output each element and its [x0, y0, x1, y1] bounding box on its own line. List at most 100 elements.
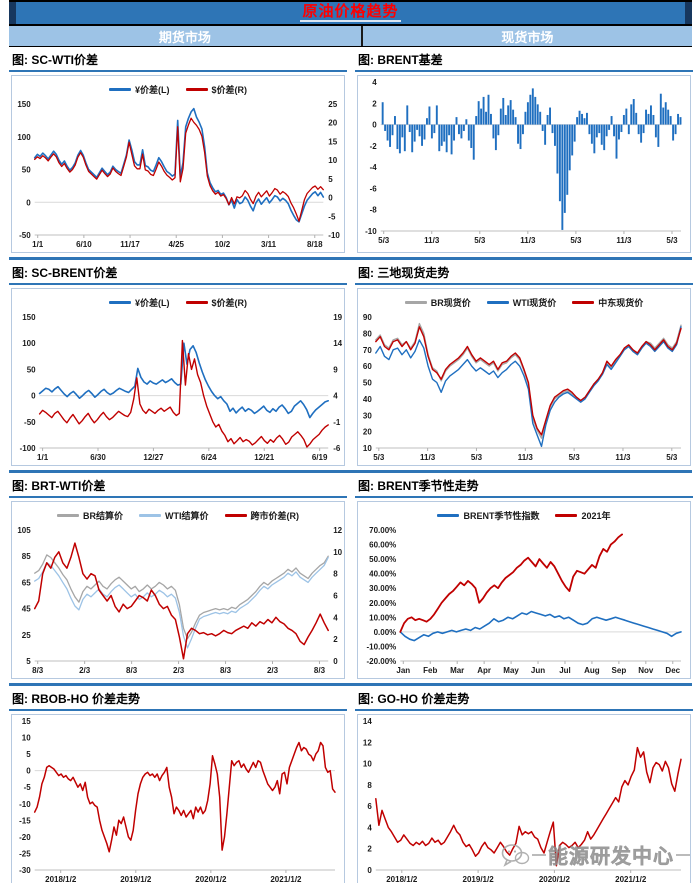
svg-text:40: 40: [363, 395, 372, 404]
title-bar-left-cap: [9, 2, 16, 24]
svg-text:50: 50: [27, 365, 36, 374]
svg-text:5/3: 5/3: [569, 453, 581, 462]
legend-line-swatch: [139, 513, 161, 517]
svg-text:Aug: Aug: [584, 666, 600, 675]
svg-text:40.00%: 40.00%: [369, 570, 396, 579]
svg-text:11/3: 11/3: [615, 453, 631, 462]
svg-text:Jan: Jan: [396, 666, 410, 675]
chart-legend: BRENT季节性指数 2021年: [358, 502, 690, 524]
legend-item: WTI现货价: [486, 296, 556, 309]
legend-item: $价差(R): [185, 83, 248, 96]
svg-text:11/17: 11/17: [120, 240, 140, 249]
chart-plot: 70.00% 60.00% 50.00% 40.00% 30.00% 20.00% 10.0…: [367, 526, 682, 675]
svg-text:6/24: 6/24: [201, 453, 217, 462]
chart-plot: 150 100 50 0 -50 -100 19 14 9 4 -1 -6 1/1 6/30 12/27 6/…: [20, 313, 343, 462]
svg-text:-4: -4: [370, 163, 378, 172]
svg-text:Sep: Sep: [612, 666, 627, 675]
svg-text:100: 100: [22, 339, 36, 348]
chart-cell-3: 图: SC-BRENT价差 ¥价差(L) $价差(R) 150 100 50 0 -50 -10…: [9, 261, 347, 468]
svg-text:-10: -10: [19, 800, 31, 809]
svg-text:-6: -6: [333, 444, 341, 453]
page-title: 原油价格趋势: [300, 3, 401, 22]
chart-title: 图: SC-BRENT价差: [9, 261, 347, 285]
svg-text:Mar: Mar: [450, 666, 464, 675]
svg-text:50: 50: [22, 166, 31, 175]
svg-text:-10: -10: [365, 227, 377, 236]
chart-cell-2: 图: BRENT基差 4 2 0 -2 -4 -6 -8 -10 5/3 11/3 5/3 11/3 5/…: [355, 48, 693, 255]
legend-line-swatch: [109, 87, 131, 91]
legend-line-swatch: [572, 300, 595, 304]
svg-text:2: 2: [367, 845, 372, 854]
svg-text:2: 2: [333, 635, 338, 644]
legend-item: 跨市价差(R): [224, 509, 300, 522]
svg-text:-6: -6: [370, 184, 378, 193]
legend-item: WTI结算价: [139, 509, 209, 522]
chart-legend: BR现货价 WTI现货价 中东现货价: [358, 289, 690, 311]
chart-row-1: 图: SC-WTI价差 ¥价差(L) $价差(R) 150 100 50 0 -50 25 20 1…: [9, 47, 693, 260]
legend-line-swatch: [185, 87, 208, 91]
svg-text:-10.00%: -10.00%: [367, 642, 397, 651]
legend-label: 2021年: [581, 510, 611, 521]
svg-text:12/21: 12/21: [254, 453, 275, 462]
svg-text:8: 8: [333, 570, 338, 579]
chart-panel: BRENT季节性指数 2021年 70.00% 60.00% 50.00% 40.00% 3…: [357, 501, 691, 679]
svg-text:70: 70: [363, 346, 372, 355]
svg-text:1/1: 1/1: [32, 240, 44, 249]
svg-text:0: 0: [367, 866, 372, 875]
svg-text:11/3: 11/3: [616, 236, 632, 245]
svg-text:3/11: 3/11: [261, 240, 277, 249]
svg-text:1/1: 1/1: [37, 453, 49, 462]
svg-text:2018/1/2: 2018/1/2: [386, 875, 418, 883]
legend-item: 中东现货价: [572, 296, 643, 309]
column-header-row: 期货市场 现货市场: [9, 26, 692, 47]
svg-text:4/25: 4/25: [168, 240, 184, 249]
svg-text:Jul: Jul: [559, 666, 571, 675]
svg-text:15: 15: [22, 717, 31, 726]
column-header-futures: 期货市场: [9, 26, 363, 46]
svg-text:-1: -1: [333, 418, 341, 427]
svg-text:10: 10: [22, 734, 31, 743]
legend-label: BR结算价: [83, 510, 123, 521]
legend-line-swatch: [224, 513, 247, 517]
title-bar-right-cap: [685, 2, 692, 24]
chart-row-2: 图: SC-BRENT价差 ¥价差(L) $价差(R) 150 100 50 0 -50 -10…: [9, 260, 693, 473]
svg-text:10: 10: [333, 548, 342, 557]
svg-text:70.00%: 70.00%: [369, 526, 396, 535]
svg-text:12: 12: [333, 526, 342, 535]
svg-text:8/18: 8/18: [307, 240, 323, 249]
legend-label: 跨市价差(R): [250, 510, 300, 521]
svg-text:45: 45: [22, 605, 31, 614]
svg-text:9: 9: [333, 365, 338, 374]
legend-line-swatch: [437, 513, 460, 517]
svg-text:2018/1/2: 2018/1/2: [45, 875, 77, 883]
legend-label: $价差(R): [211, 84, 248, 95]
svg-text:5/3: 5/3: [666, 236, 678, 245]
svg-text:20.00%: 20.00%: [369, 599, 396, 608]
svg-text:5/3: 5/3: [373, 453, 385, 462]
svg-text:8/3: 8/3: [126, 666, 138, 675]
svg-text:Nov: Nov: [638, 666, 654, 675]
chart-title: 图: GO-HO 价差走势: [355, 687, 693, 711]
chart-panel: 14 12 10 8 6 4 2 0 2018/1/2 2019/1/2 2020/1/2 2021/…: [357, 714, 691, 883]
svg-text:14: 14: [363, 717, 372, 726]
chart-legend: BR结算价 WTI结算价 跨市价差(R): [12, 502, 344, 524]
chart-legend: ¥价差(L) $价差(R): [12, 76, 344, 98]
svg-text:60: 60: [363, 362, 372, 371]
chart-panel: ¥价差(L) $价差(R) 150 100 50 0 -50 25 20 15 10 5 0 -5 -10 1…: [11, 75, 345, 253]
chart-cell-6: 图: BRENT季节性走势 BRENT季节性指数 2021年 70.00% 60.00%…: [355, 474, 693, 681]
chart-cell-7: 图: RBOB-HO 价差走势 15 10 5 0 -5 -10 -15 -20 -25 -30 20…: [9, 687, 347, 883]
chart-title: 图: BRENT基差: [355, 48, 693, 72]
svg-text:11/3: 11/3: [518, 453, 534, 462]
svg-text:0: 0: [26, 767, 31, 776]
svg-text:85: 85: [22, 552, 31, 561]
svg-text:11/3: 11/3: [424, 236, 440, 245]
svg-text:150: 150: [22, 313, 36, 322]
svg-text:12/27: 12/27: [143, 453, 164, 462]
chart-plot: 15 10 5 0 -5 -10 -15 -20 -25 -30 2018/1/2 2019/1/2 2…: [19, 717, 336, 883]
svg-text:5: 5: [328, 175, 333, 184]
svg-text:10.00%: 10.00%: [369, 613, 396, 622]
svg-text:10/2: 10/2: [215, 240, 231, 249]
chart-title: 图: BRENT季节性走势: [355, 474, 693, 498]
svg-text:5/3: 5/3: [570, 236, 582, 245]
chart-cell-1: 图: SC-WTI价差 ¥价差(L) $价差(R) 150 100 50 0 -50 25 20 1…: [9, 48, 347, 255]
